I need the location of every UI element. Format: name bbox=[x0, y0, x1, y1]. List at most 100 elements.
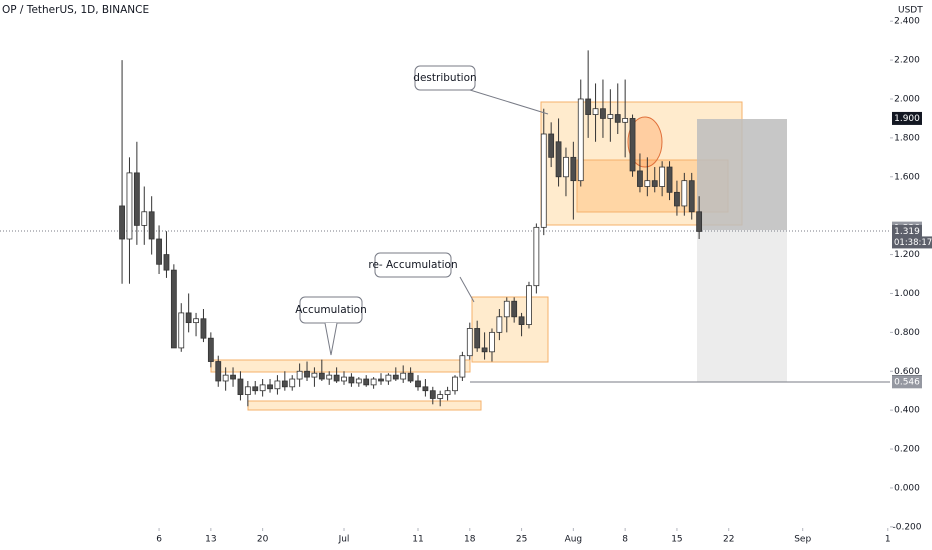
candle-body bbox=[518, 316, 525, 325]
candle-body bbox=[326, 374, 333, 380]
candle-body bbox=[688, 180, 695, 213]
price-tag-label: 0.546 bbox=[894, 377, 920, 387]
candle-body bbox=[281, 380, 288, 388]
callout-box bbox=[374, 252, 452, 278]
candle-body bbox=[385, 374, 392, 382]
price-tag-label: 1.319 bbox=[894, 227, 920, 237]
accumulation-zone bbox=[210, 359, 471, 373]
candle-body bbox=[296, 370, 303, 380]
candle-body bbox=[370, 378, 377, 386]
price-tag bbox=[892, 375, 922, 389]
x-tick-label: 18 bbox=[464, 535, 476, 545]
candle-body bbox=[429, 390, 436, 399]
candle-body bbox=[629, 118, 636, 172]
price-tag bbox=[892, 224, 922, 238]
candle-body bbox=[570, 156, 577, 182]
candle-body bbox=[348, 376, 355, 384]
candle-body bbox=[614, 114, 621, 123]
candle-body bbox=[333, 374, 340, 382]
x-tick-label: 20 bbox=[257, 535, 269, 545]
candle-body bbox=[126, 172, 133, 240]
candle-body bbox=[466, 328, 473, 357]
candle-body bbox=[526, 285, 532, 325]
candle-body bbox=[600, 108, 606, 119]
candle-body bbox=[474, 328, 481, 349]
x-tick-label: 25 bbox=[516, 535, 527, 545]
candle-body bbox=[185, 312, 192, 324]
candle-body bbox=[481, 347, 488, 353]
candle-body bbox=[437, 394, 444, 399]
highlight-circle bbox=[627, 116, 663, 168]
y-tick-label: 0.800 bbox=[894, 328, 920, 338]
candle-body bbox=[407, 372, 414, 382]
candle-body bbox=[259, 384, 266, 392]
candle-body bbox=[622, 118, 629, 123]
candle-body bbox=[222, 374, 229, 382]
candle-body bbox=[378, 378, 384, 382]
candle-body bbox=[304, 370, 310, 378]
currency-label: USDT bbox=[898, 6, 923, 16]
chart-title: OP / TetherUS, 1D, BINANCE bbox=[2, 4, 149, 16]
candle-body bbox=[133, 172, 140, 226]
candle-body bbox=[659, 166, 666, 187]
callouts bbox=[299, 65, 549, 356]
candle-body bbox=[577, 98, 584, 182]
candle-body bbox=[148, 211, 155, 240]
x-tick-label: 1 bbox=[885, 535, 891, 545]
x-tick-label: 8 bbox=[622, 535, 628, 545]
candle-body bbox=[318, 372, 325, 380]
candle-body bbox=[207, 337, 214, 362]
candle-body bbox=[452, 376, 458, 392]
x-tick-label: Jul bbox=[338, 535, 350, 545]
candle-body bbox=[400, 372, 407, 380]
candle-body bbox=[637, 170, 643, 187]
x-tick-label: 13 bbox=[205, 535, 216, 545]
candle-body bbox=[644, 180, 651, 187]
candle-body bbox=[289, 378, 296, 388]
candles bbox=[119, 50, 703, 407]
candle-body bbox=[230, 374, 236, 380]
candle-body bbox=[422, 386, 429, 392]
countdown: 01:38:17 bbox=[894, 238, 932, 248]
candle-body bbox=[274, 380, 281, 390]
y-tick-label: 0.400 bbox=[894, 406, 920, 416]
candle-body bbox=[555, 141, 562, 178]
callout-pointer bbox=[469, 89, 549, 115]
candle-body bbox=[607, 114, 614, 119]
annotation: destribution bbox=[413, 72, 476, 84]
callout-box bbox=[414, 65, 476, 91]
stop-area bbox=[697, 230, 787, 382]
price-tag-label: 1.900 bbox=[894, 114, 920, 124]
y-tick-label: 2.400 bbox=[894, 17, 920, 27]
callout-pointer bbox=[459, 276, 475, 303]
y-tick-label: 1.200 bbox=[894, 250, 920, 260]
candle-body bbox=[200, 318, 207, 339]
accumulation-low-zone bbox=[247, 400, 482, 411]
candle-body bbox=[355, 378, 362, 384]
candle-body bbox=[459, 355, 466, 378]
candle-body bbox=[503, 300, 510, 318]
candle-body bbox=[363, 378, 370, 386]
x-tick-label: 11 bbox=[412, 535, 423, 545]
candle-body bbox=[163, 254, 170, 271]
candle-body bbox=[696, 211, 703, 232]
y-tick-label: 0.600 bbox=[894, 367, 920, 377]
candle-body bbox=[415, 380, 421, 388]
candle-body bbox=[681, 180, 688, 207]
candle-body bbox=[215, 361, 222, 382]
candle-body bbox=[489, 331, 495, 353]
candle-body bbox=[563, 156, 569, 178]
candle-body bbox=[311, 372, 318, 378]
callout-pointer bbox=[324, 322, 338, 356]
y-tick-label: 2.200 bbox=[894, 56, 920, 66]
candle-body bbox=[341, 376, 347, 382]
annotation: re- Accumulation bbox=[368, 259, 457, 271]
y-tick-label: 2.000 bbox=[894, 94, 920, 104]
candle-body bbox=[193, 318, 199, 324]
reaccumulation-zone bbox=[471, 296, 549, 363]
price-tag bbox=[892, 111, 922, 125]
candle-body bbox=[119, 205, 125, 240]
candle-body bbox=[252, 386, 259, 392]
candle-body bbox=[156, 238, 162, 265]
